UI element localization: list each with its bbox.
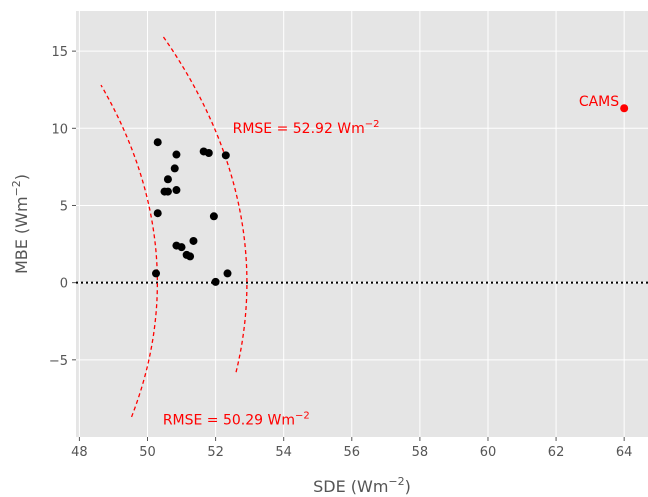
data-point	[163, 175, 172, 184]
data-point	[170, 164, 179, 173]
data-point	[211, 277, 220, 286]
highlight-point	[620, 104, 629, 113]
y-axis-label: MBE (Wm−2)	[10, 174, 31, 274]
data-point	[189, 236, 198, 245]
highlight-group: CAMS	[579, 94, 629, 113]
x-tick-label: 64	[616, 445, 633, 460]
data-point	[163, 187, 172, 196]
rmse-curve	[162, 35, 248, 373]
data-point	[172, 150, 181, 159]
plot-background	[76, 11, 648, 437]
y-tick-label: −5	[49, 354, 68, 369]
rmse-annotation-lower: RMSE = 50.29 Wm−2	[163, 411, 310, 429]
y-tick-label: 5	[60, 199, 68, 214]
data-points	[152, 138, 232, 286]
x-tick-label: 54	[275, 445, 292, 460]
data-point	[153, 138, 162, 147]
data-point	[177, 243, 186, 252]
rmse-curves	[100, 35, 248, 418]
x-tick-label: 58	[412, 445, 429, 460]
data-point	[223, 269, 232, 278]
x-tick-label: 60	[480, 445, 497, 460]
annotations: RMSE = 52.92 Wm−2 RMSE = 50.29 Wm−2	[163, 119, 380, 429]
x-tick-label: 52	[207, 445, 224, 460]
x-tick-label: 50	[139, 445, 156, 460]
data-point	[153, 209, 162, 218]
rmse-annotation-upper: RMSE = 52.92 Wm−2	[233, 119, 380, 137]
y-tick-label: 0	[60, 277, 68, 292]
x-axis-ticks: 48 50 52 54 56 58 60 62 64	[71, 437, 632, 460]
highlight-label: CAMS	[579, 94, 619, 110]
x-tick-label: 62	[548, 445, 565, 460]
data-point	[152, 269, 161, 278]
data-point	[204, 149, 213, 157]
y-tick-label: 10	[51, 122, 68, 137]
y-axis-ticks: −5 0 5 10 15	[49, 45, 76, 369]
rmse-curve	[100, 84, 159, 418]
y-tick-label: 15	[51, 45, 68, 60]
data-point	[172, 186, 181, 195]
data-point	[209, 212, 218, 221]
data-point	[186, 252, 195, 261]
x-tick-label: 56	[344, 445, 361, 460]
data-point	[221, 151, 230, 160]
x-tick-label: 48	[71, 445, 88, 460]
x-axis-label: SDE (Wm−2)	[313, 475, 411, 496]
